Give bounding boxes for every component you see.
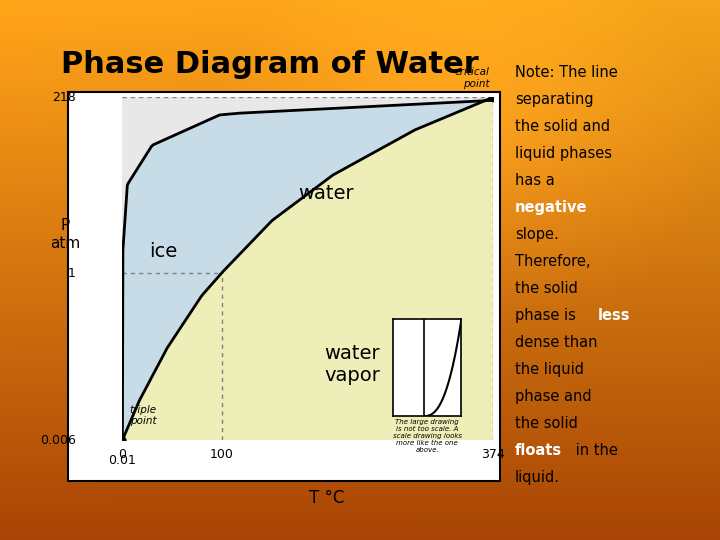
Text: the solid: the solid	[515, 416, 577, 431]
Text: liquid phases: liquid phases	[515, 146, 612, 161]
Text: has a: has a	[515, 173, 554, 188]
Text: 374: 374	[482, 448, 505, 461]
Text: T °C: T °C	[309, 489, 344, 507]
Text: critical
point: critical point	[454, 67, 490, 89]
Text: water
vapor: water vapor	[324, 344, 380, 385]
Text: The large drawing
is not too scale. A
scale drawing looks
more like the one
abov: The large drawing is not too scale. A sc…	[393, 419, 462, 453]
Text: dense than: dense than	[515, 335, 598, 350]
Text: less: less	[598, 308, 630, 323]
Text: phase is: phase is	[515, 308, 580, 323]
Text: ice: ice	[149, 242, 177, 261]
Text: water: water	[299, 184, 354, 202]
Polygon shape	[122, 90, 554, 440]
Text: negative: negative	[515, 200, 588, 215]
Text: Therefore,: Therefore,	[515, 254, 590, 269]
Text: 0.006: 0.006	[40, 434, 76, 447]
Text: Note: The line: Note: The line	[515, 65, 618, 80]
Text: in the: in the	[571, 443, 618, 458]
Text: triple
point: triple point	[130, 405, 157, 427]
Polygon shape	[122, 90, 554, 440]
Text: P
atm: P atm	[50, 218, 80, 251]
Text: the solid: the solid	[515, 281, 577, 296]
Text: Phase Diagram of Water: Phase Diagram of Water	[61, 50, 479, 79]
Text: 0.01: 0.01	[109, 454, 136, 467]
Text: liquid.: liquid.	[515, 470, 560, 485]
Text: the solid and: the solid and	[515, 119, 610, 134]
Text: phase and: phase and	[515, 389, 591, 404]
Text: the liquid: the liquid	[515, 362, 584, 377]
Text: 100: 100	[210, 448, 233, 461]
Text: 218: 218	[52, 91, 76, 104]
Text: 0: 0	[118, 448, 127, 461]
Text: separating: separating	[515, 92, 593, 107]
Text: slope.: slope.	[515, 227, 559, 242]
Polygon shape	[122, 97, 493, 440]
Text: 1: 1	[68, 267, 76, 280]
Text: floats: floats	[515, 443, 562, 458]
